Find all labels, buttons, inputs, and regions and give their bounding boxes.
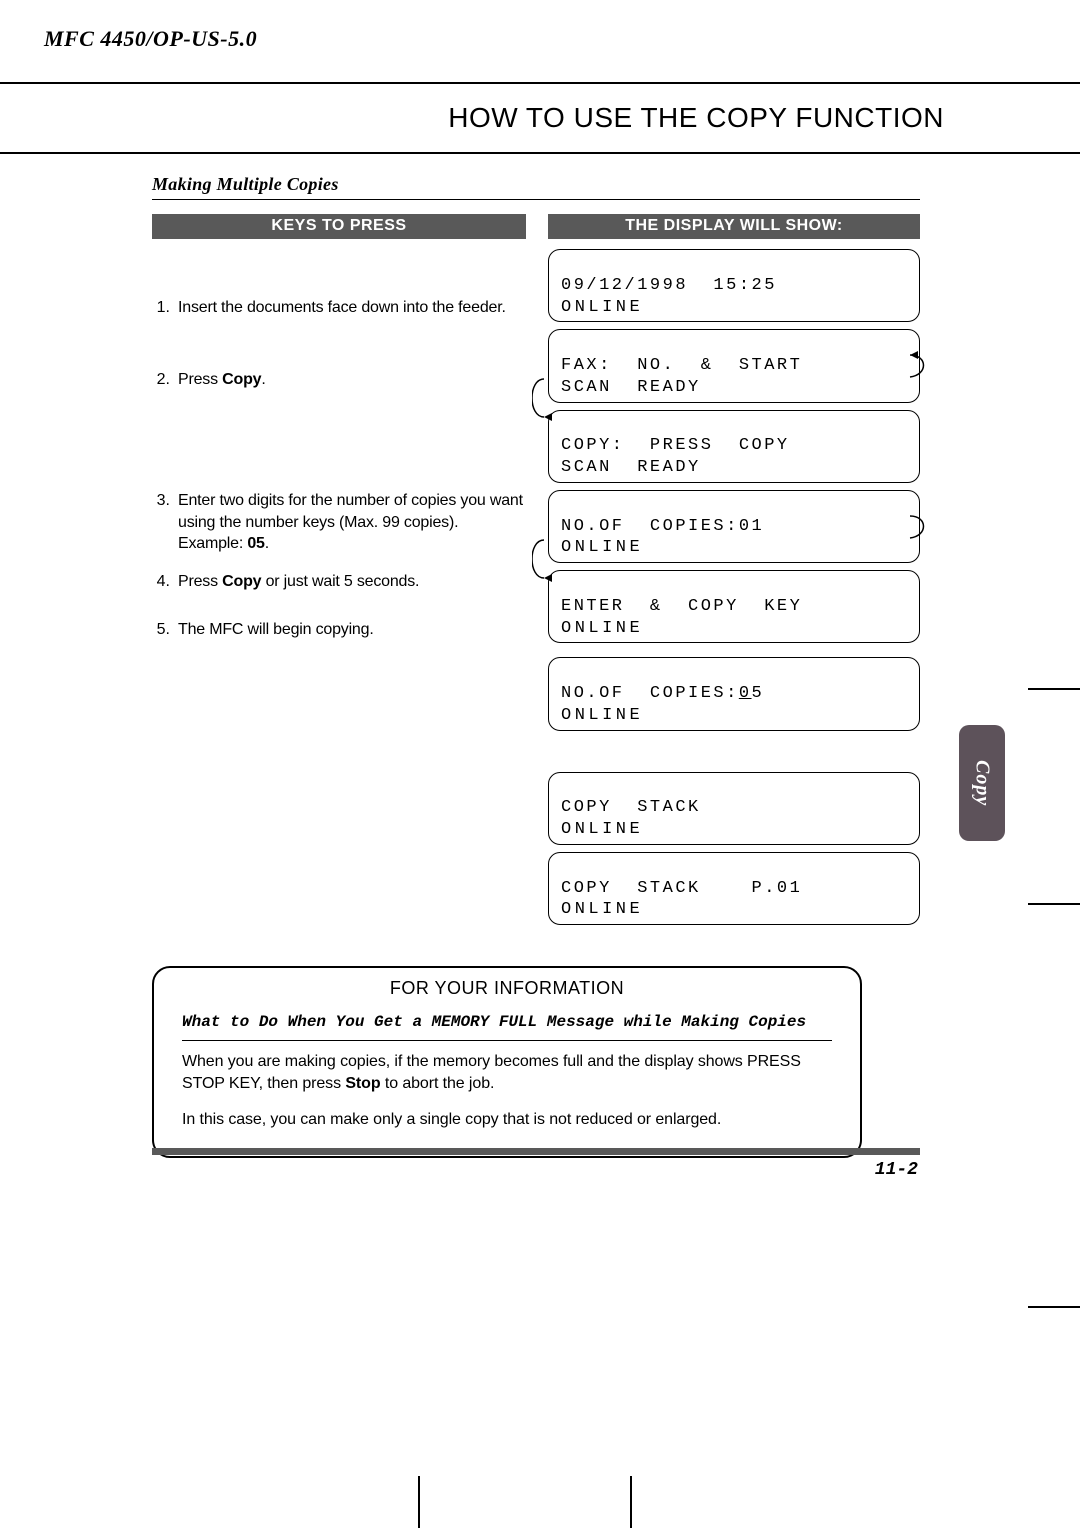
manual-page: MFC 4450/OP-US-5.0 HOW TO USE THE COPY F… — [0, 0, 1080, 1528]
step-text: The MFC will begin copying. — [178, 619, 526, 641]
step-2: 2. Press Copy. — [152, 369, 526, 391]
info-box: FOR YOUR INFORMATION What to Do When You… — [152, 966, 862, 1158]
footer-rule — [152, 1148, 920, 1155]
keys-to-press-column: KEYS TO PRESS 1. Insert the documents fa… — [152, 214, 526, 932]
lcd-display: 09/12/1998 15:25 ONLINE — [548, 249, 920, 322]
info-paragraph: When you are making copies, if the memor… — [182, 1051, 832, 1096]
left-column-header: KEYS TO PRESS — [152, 214, 526, 239]
section-title: Making Multiple Copies — [152, 174, 920, 200]
chapter-heading: HOW TO USE THE COPY FUNCTION — [448, 102, 944, 134]
lcd-display: NO.OF COPIES:05 ONLINE — [548, 657, 920, 730]
steps-list: 1. Insert the documents face down into t… — [152, 249, 526, 640]
crop-mark — [1028, 688, 1080, 690]
lcd-cycle-group: FAX: NO. & START SCAN READY COPY: PRESS … — [548, 329, 920, 483]
step-1: 1. Insert the documents face down into t… — [152, 297, 526, 319]
chapter-heading-bar: HOW TO USE THE COPY FUNCTION — [0, 82, 1080, 154]
step-text: Insert the documents face down into the … — [178, 297, 526, 319]
crop-mark — [630, 1476, 632, 1528]
crop-mark — [1028, 1306, 1080, 1308]
step-text: Enter two digits for the number of copie… — [178, 490, 526, 555]
content-area: Making Multiple Copies KEYS TO PRESS 1. … — [152, 174, 920, 1158]
step-number: 2. — [152, 369, 178, 391]
info-title: FOR YOUR INFORMATION — [182, 968, 832, 1012]
step-5: 5. The MFC will begin copying. — [152, 619, 526, 641]
right-column-header: THE DISPLAY WILL SHOW: — [548, 214, 920, 239]
crop-mark — [418, 1476, 420, 1528]
chapter-side-tab: Copy — [959, 725, 1005, 841]
lcd-display: COPY STACK P.01 ONLINE — [548, 852, 920, 925]
display-column: THE DISPLAY WILL SHOW: 09/12/1998 15:25 … — [548, 214, 920, 932]
step-4: 4. Press Copy or just wait 5 seconds. — [152, 571, 526, 593]
instruction-columns: KEYS TO PRESS 1. Insert the documents fa… — [152, 214, 920, 932]
lcd-cycle-group: NO.OF COPIES:01 ONLINE ENTER & COPY KEY … — [548, 490, 920, 644]
step-number: 4. — [152, 571, 178, 593]
step-text: Press Copy or just wait 5 seconds. — [178, 571, 526, 593]
side-tab-label: Copy — [971, 760, 994, 806]
lcd-display: NO.OF COPIES:01 ONLINE — [548, 490, 920, 563]
step-text: Press Copy. — [178, 369, 526, 391]
page-number: 11-2 — [875, 1160, 918, 1180]
step-3: 3. Enter two digits for the number of co… — [152, 490, 526, 555]
info-paragraph: In this case, you can make only a single… — [182, 1109, 832, 1131]
document-id: MFC 4450/OP-US-5.0 — [44, 26, 257, 52]
step-number: 3. — [152, 490, 178, 555]
step-number: 5. — [152, 619, 178, 641]
crop-mark — [1028, 903, 1080, 905]
lcd-display: COPY STACK ONLINE — [548, 772, 920, 845]
step-number: 1. — [152, 297, 178, 319]
lcd-display: ENTER & COPY KEY ONLINE — [548, 570, 920, 643]
info-subtitle: What to Do When You Get a MEMORY FULL Me… — [182, 1012, 832, 1041]
lcd-display: FAX: NO. & START SCAN READY — [548, 329, 920, 402]
lcd-display: COPY: PRESS COPY SCAN READY — [548, 410, 920, 483]
